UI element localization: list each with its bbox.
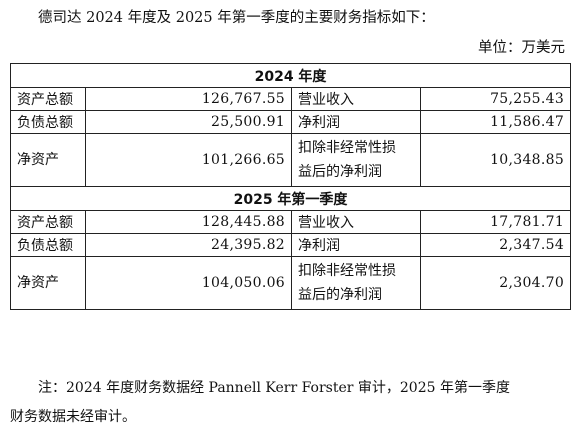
footnote: 注：2024 年度财务数据经 Pannell Kerr Forster 审计，2… [10,374,572,432]
section-title: 2025 年第一季度 [9,186,572,211]
row-value: 101,266.65 [85,133,292,187]
row-value: 126,767.55 [85,87,292,111]
financial-indicators-table: 2024 年度 资产总额 126,767.55 营业收入 75,255.43 负… [9,63,572,310]
section-header-row: 2025 年第一季度 [9,186,572,211]
row-label: 扣除非经常性损 益后的净利润 [291,256,421,310]
section-title: 2024 年度 [9,63,572,88]
row-label: 营业收入 [291,210,421,234]
row-value: 11,586.47 [419,110,572,134]
table-row: 资产总额 126,767.55 营业收入 75,255.43 [10,87,572,111]
row-label: 净利润 [291,233,421,257]
row-value: 128,445.88 [85,210,292,234]
row-label: 负债总额 [10,110,86,134]
intro-text: 德司达 2024 年度及 2025 年第一季度的主要财务指标如下： [38,10,435,26]
label-line: 扣除非经常性损 [298,140,396,156]
label-line: 益后的净利润 [298,164,382,180]
row-label: 营业收入 [291,87,421,111]
row-label: 净资产 [10,256,86,310]
row-value: 104,050.06 [85,256,292,310]
row-value: 10,348.85 [419,133,572,187]
row-label: 净资产 [10,133,86,187]
row-label: 资产总额 [10,87,86,111]
row-label: 扣除非经常性损 益后的净利润 [291,133,421,187]
table-row: 负债总额 25,500.91 净利润 11,586.47 [10,110,572,134]
label-line: 扣除非经常性损 [298,263,396,279]
table-row: 净资产 101,266.65 扣除非经常性损 益后的净利润 10,348.85 [10,133,572,187]
table-row: 资产总额 128,445.88 营业收入 17,781.71 [10,210,572,234]
unit-label: 单位：万美元 [478,40,565,56]
row-value: 75,255.43 [419,87,572,111]
row-value: 17,781.71 [419,210,572,234]
row-label: 净利润 [291,110,421,134]
table-row: 负债总额 24,395.82 净利润 2,347.54 [10,233,572,257]
footnote-line: 财务数据未经审计。 [10,409,136,425]
table-row: 净资产 104,050.06 扣除非经常性损 益后的净利润 2,304.70 [10,256,572,310]
row-value: 24,395.82 [85,233,292,257]
row-value: 2,304.70 [419,256,572,310]
section-header-row: 2024 年度 [9,63,572,88]
row-value: 25,500.91 [85,110,292,134]
label-line: 益后的净利润 [298,287,382,303]
row-label: 负债总额 [10,233,86,257]
footnote-line: 注：2024 年度财务数据经 Pannell Kerr Forster 审计，2… [38,380,510,396]
row-label: 资产总额 [10,210,86,234]
row-value: 2,347.54 [419,233,572,257]
